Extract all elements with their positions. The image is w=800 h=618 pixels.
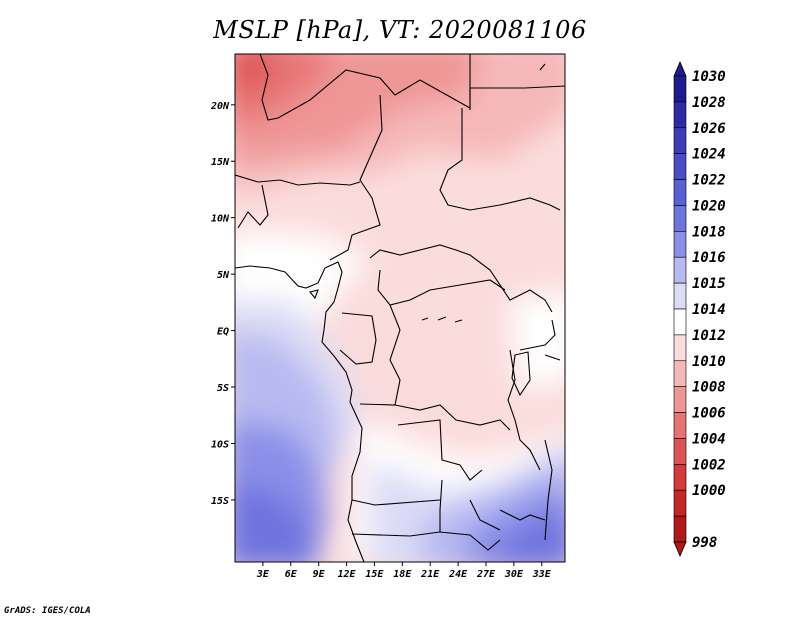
colorbar-segment <box>673 360 687 387</box>
colorbar-label: 998 <box>692 535 717 551</box>
colorbar-label: 1016 <box>692 250 726 266</box>
colorbar-label: 1024 <box>692 147 726 163</box>
colorbar-label: 1002 <box>692 457 726 473</box>
x-tick-label: 6E <box>285 569 298 580</box>
colorbar-segment <box>673 515 687 543</box>
y-tick-label: 15N <box>211 157 230 168</box>
colorbar-label: 1010 <box>692 354 726 370</box>
colorbar-label: 1020 <box>692 198 726 214</box>
map-title: MSLP [hPa], VT: 2020081106 <box>213 16 587 44</box>
colorbar-segment <box>673 438 687 465</box>
colorbar-segment <box>673 101 687 129</box>
x-tick-label: 24E <box>448 569 468 580</box>
colorbar-segment <box>673 386 687 413</box>
colorbar-arrow-bottom <box>673 541 687 558</box>
field-1014-east <box>510 291 565 390</box>
colorbar-segment <box>673 334 687 362</box>
colorbar-segment <box>673 153 687 180</box>
x-tick-label: 27E <box>476 569 496 580</box>
x-tick-label: 33E <box>532 569 552 580</box>
y-tick-label: 5N <box>217 270 230 281</box>
colorbar-segment <box>673 256 687 284</box>
colorbar-arrow-top <box>673 60 687 77</box>
y-tick-label: 5S <box>217 383 229 394</box>
x-tick-label: 9E <box>313 569 326 580</box>
colorbar-label: 1004 <box>692 431 726 447</box>
colorbar-segment <box>673 179 687 206</box>
colorbar-segment <box>673 75 687 103</box>
colorbar-segment <box>673 412 687 439</box>
colorbar-segment <box>673 464 687 491</box>
x-tick-label: 15E <box>365 569 384 580</box>
x-tick-label: 18E <box>393 569 412 580</box>
colorbar-label: 1008 <box>692 380 726 396</box>
colorbar-label: 1030 <box>692 69 726 85</box>
y-tick-label: 10N <box>211 214 230 225</box>
field-1004 <box>235 54 276 95</box>
colorbar-label: 1022 <box>692 173 726 189</box>
colorbar-label: 1028 <box>692 95 726 111</box>
borders <box>235 54 565 562</box>
credit-label: GrADS: IGES/COLA <box>4 606 91 616</box>
colorbar-label: 1018 <box>692 224 726 240</box>
colorbar-segment <box>673 308 687 336</box>
y-tick-label: EQ <box>217 327 229 338</box>
coastline <box>235 261 365 562</box>
colorbar-segment <box>673 231 687 258</box>
colorbar-label: 1014 <box>692 302 726 318</box>
x-tick-label: 3E <box>256 569 270 580</box>
x-tick-label: 12E <box>338 569 357 580</box>
field-1020-south <box>496 511 565 562</box>
colorbar: 1030 1028 1026 1024 1022 1020 1018 1016 1015 1014… <box>673 60 726 558</box>
y-tick-label: 15S <box>211 496 229 507</box>
colorbar-segment <box>673 489 687 517</box>
longitude-axis: 3E 6E 9E 12E 15E 18E 21E 24E 27E 30E 33E <box>256 562 552 580</box>
colorbar-label: 1015 <box>692 276 726 292</box>
latitude-axis: 20N 15N 10N 5N EQ 5S 10S 15S <box>210 101 235 507</box>
pressure-field <box>235 54 565 562</box>
field-1020 <box>235 482 318 562</box>
map-frame <box>234 53 566 563</box>
colorbar-segment <box>673 205 687 232</box>
x-tick-label: 21E <box>420 569 440 580</box>
colorbar-label: 1000 <box>692 483 726 499</box>
colorbar-segment <box>673 282 687 310</box>
colorbar-label: 1006 <box>692 406 726 422</box>
colorbar-label: 1026 <box>692 121 726 137</box>
x-tick-label: 30E <box>504 569 524 580</box>
colorbar-segment <box>673 127 687 154</box>
y-tick-label: 20N <box>210 101 230 112</box>
y-tick-label: 10S <box>211 439 229 450</box>
colorbar-label: 1012 <box>692 328 726 344</box>
